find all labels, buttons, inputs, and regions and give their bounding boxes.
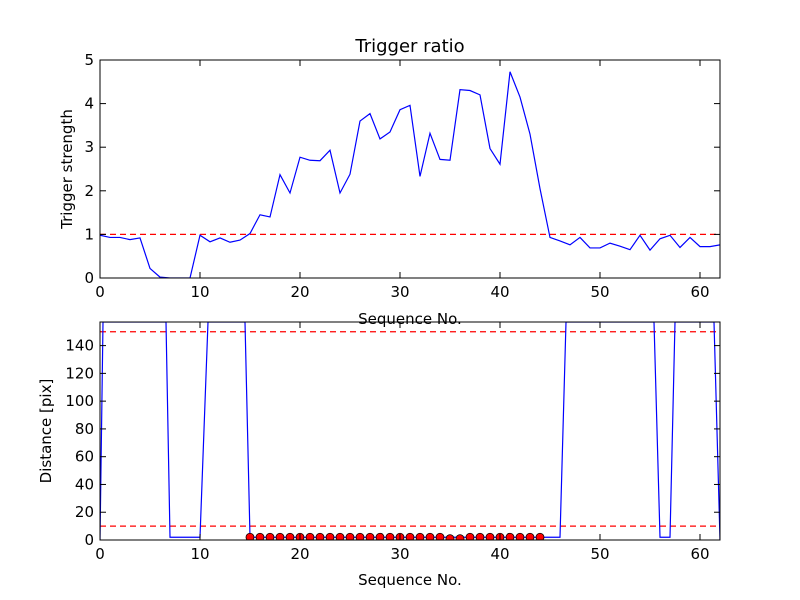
data-point-marker [505,532,515,540]
data-point-marker [305,532,315,540]
y-tick-label: 40 [75,475,94,493]
x-tick-label: 30 [390,545,409,563]
data-point-marker [405,532,415,540]
top-ticks-group: 0 10 20 30 40 50 60 0 1 2 3 4 5 [84,51,720,301]
data-point-marker [425,532,435,540]
bottom-axes-frame [99,321,721,541]
y-tick-label: 140 [65,337,94,355]
y-tick-label: 100 [65,392,94,410]
x-tick-label: 0 [95,283,105,301]
x-tick-label: 60 [690,545,709,563]
data-point-marker [515,532,525,540]
y-tick-label: 5 [84,51,94,69]
x-tick-label: 10 [190,545,209,563]
data-point-marker [345,532,355,540]
y-tick-label: 0 [84,269,94,287]
x-tick-label: 60 [690,283,709,301]
data-point-marker [375,532,385,540]
data-point-marker [335,532,345,540]
data-point-marker [465,532,475,540]
y-tick-label: 4 [84,95,94,113]
data-point-marker [485,532,495,540]
data-point-marker [435,532,445,540]
top-x-axis-label: Sequence No. [358,310,462,328]
x-tick-label: 50 [590,283,609,301]
x-tick-label: 40 [490,545,509,563]
series-line [100,322,720,540]
bottom-series-group [100,322,720,540]
y-tick-label: 80 [75,420,94,438]
data-point-marker [265,532,275,540]
top-subplot: Trigger ratio 0 10 20 30 40 50 60 0 1 2 3 4 5 Sequen… [58,36,721,328]
data-point-marker [285,532,295,540]
y-tick-label: 20 [75,503,94,521]
x-tick-label: 30 [390,283,409,301]
y-tick-label: 120 [65,364,94,382]
series-line [100,71,720,278]
top-axes-frame [99,59,721,279]
data-point-marker [315,532,325,540]
x-tick-label: 20 [290,283,309,301]
bottom-ticks-group: 0 10 20 30 40 50 60 0 20 40 60 80 100 120 140 [65,322,720,563]
x-tick-label: 10 [190,283,209,301]
y-tick-label: 60 [75,448,94,466]
x-tick-label: 50 [590,545,609,563]
data-point-marker [475,532,485,540]
x-tick-label: 20 [290,545,309,563]
y-tick-label: 1 [84,225,94,243]
top-chart-title: Trigger ratio [354,36,464,57]
data-point-marker [365,532,375,540]
x-tick-label: 40 [490,283,509,301]
bottom-x-axis-label: Sequence No. [358,571,462,589]
data-point-marker [275,532,285,540]
top-y-axis-label: Trigger strength [58,109,76,230]
data-point-marker [445,534,455,540]
y-tick-label: 0 [84,531,94,549]
y-tick-label: 3 [84,138,94,156]
data-point-marker [355,532,365,540]
data-point-marker [455,534,465,540]
data-point-marker [255,532,265,540]
data-point-marker [535,532,545,540]
x-tick-label: 0 [95,545,105,563]
bottom-y-axis-label: Distance [pix] [37,379,55,484]
y-tick-label: 2 [84,182,94,200]
data-point-marker [325,532,335,540]
bottom-subplot: 0 10 20 30 40 50 60 0 20 40 60 80 100 120 140 Sequence… [37,321,721,589]
data-point-marker [245,532,255,540]
data-point-marker [385,532,395,540]
data-point-marker [525,532,535,540]
top-series-group [100,71,720,278]
data-point-marker [415,532,425,540]
